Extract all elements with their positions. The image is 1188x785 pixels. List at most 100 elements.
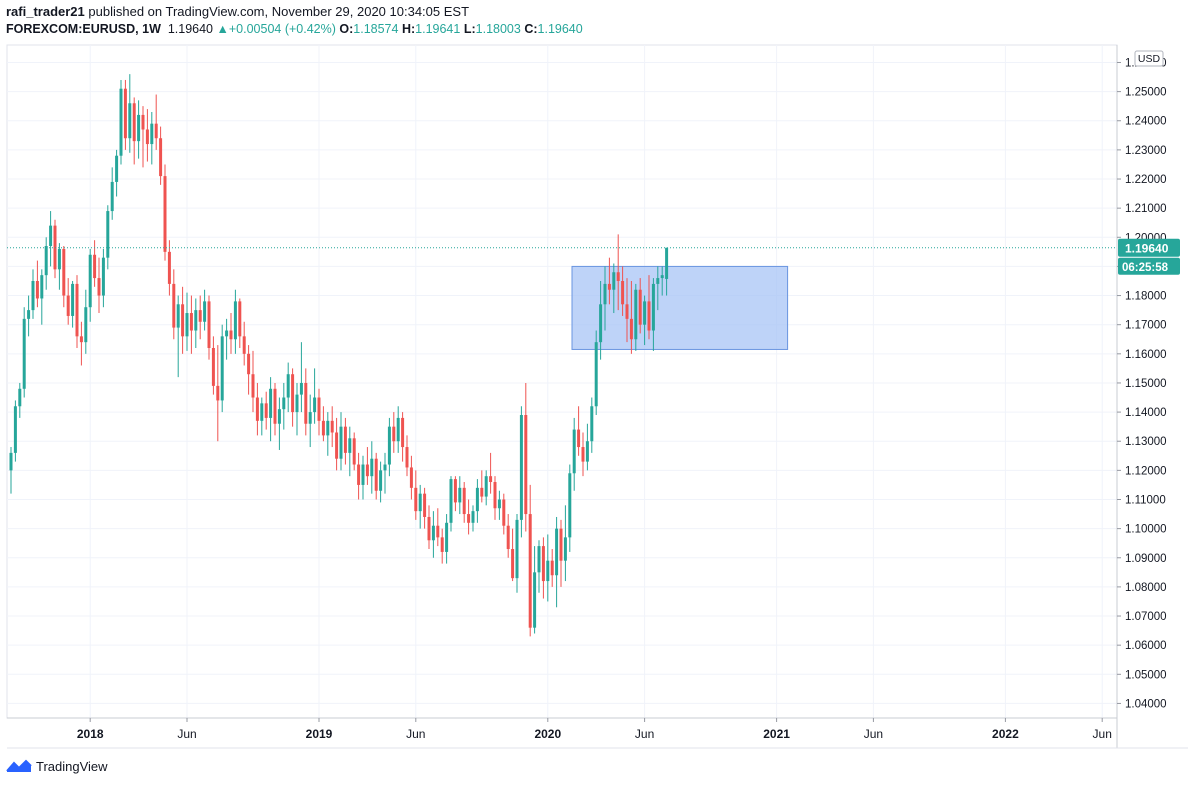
candle-body <box>185 313 189 337</box>
candle <box>251 350 255 413</box>
currency-box[interactable]: USD <box>1134 50 1164 67</box>
candle-body <box>9 452 13 471</box>
y-tick-label: 1.08000 <box>1125 582 1167 594</box>
candle-body <box>189 313 193 331</box>
candle <box>348 426 352 477</box>
candle <box>185 292 189 351</box>
candle <box>651 278 655 351</box>
last-price-tag-bg <box>1118 238 1180 257</box>
candle-body <box>282 397 286 410</box>
candle <box>568 464 572 552</box>
candle-body <box>181 304 185 337</box>
candle <box>414 470 418 520</box>
candle-body <box>423 493 427 517</box>
candle-body <box>665 247 669 279</box>
footer-brand[interactable]: TradingView <box>6 758 108 774</box>
candle-body <box>629 318 633 340</box>
candle-body <box>563 537 567 561</box>
candle <box>317 388 321 436</box>
candle <box>308 394 312 448</box>
candle <box>559 519 563 587</box>
candle-body <box>159 138 163 177</box>
candle-body <box>251 374 255 398</box>
candle-body <box>211 347 215 386</box>
candle-body <box>326 420 330 436</box>
candle-body <box>194 310 198 331</box>
publish-info: rafi_trader21 published on TradingView.c… <box>6 4 469 19</box>
y-tick-label: 1.09000 <box>1125 553 1167 565</box>
demand-zone[interactable] <box>571 265 789 350</box>
candle-body <box>330 420 334 433</box>
candle-body <box>207 301 211 348</box>
high-label: H: <box>401 22 416 36</box>
candle-body <box>506 525 510 550</box>
price-change: +0.00504 (+0.42%) <box>228 22 336 36</box>
candle-body <box>154 123 158 139</box>
candle-body <box>612 272 616 290</box>
candle-body <box>546 560 550 582</box>
y-tick-label: 1.14000 <box>1125 407 1167 419</box>
candle-body <box>141 114 145 130</box>
y-tick-label: 1.10000 <box>1125 524 1167 536</box>
price-tags: 1.19640 06:25:58 <box>7 238 1180 275</box>
candle <box>458 476 462 515</box>
candle <box>484 470 488 506</box>
candle <box>528 484 532 637</box>
candle <box>563 505 567 582</box>
candle <box>643 295 647 346</box>
candle <box>660 266 664 296</box>
candle-body <box>255 397 259 421</box>
publisher-username[interactable]: rafi_trader21 <box>6 4 85 19</box>
candle <box>141 106 145 168</box>
candle-body <box>497 499 501 509</box>
x-tick-label: 2020 <box>534 727 561 741</box>
candle-body <box>409 467 413 488</box>
price-axis[interactable]: 1.260001.250001.240001.230001.220001.210… <box>1117 57 1167 710</box>
candle-body <box>167 251 171 284</box>
candle-body <box>511 549 515 579</box>
candle-body <box>84 307 88 343</box>
candle <box>295 382 299 436</box>
candle <box>291 368 295 427</box>
candle <box>137 100 141 159</box>
candle-body <box>603 283 607 305</box>
candle-body <box>585 441 589 462</box>
candle <box>269 377 273 442</box>
candle-body <box>541 546 545 582</box>
candle-body <box>638 289 642 325</box>
candle-body <box>57 248 61 270</box>
candle <box>247 345 251 395</box>
candle <box>607 257 611 305</box>
candle-body <box>577 429 581 448</box>
candle-body <box>590 406 594 442</box>
candle <box>264 391 268 430</box>
candle <box>440 528 444 564</box>
candle <box>304 368 308 436</box>
time-axis[interactable]: 2018 Jun 2019 Jun 2020 Jun 2021 Jun 2022 Jun <box>77 718 1112 741</box>
currency-label: USD <box>1138 53 1161 65</box>
candle-body <box>343 426 347 453</box>
candle <box>27 295 31 337</box>
symbol-name[interactable]: FOREXCOM:EURUSD, 1W <box>6 22 161 36</box>
candle-body <box>357 464 361 485</box>
candle-body <box>31 280 35 311</box>
candle <box>621 266 625 316</box>
plot-area[interactable] <box>6 44 1118 719</box>
candle <box>625 278 629 343</box>
candle-body <box>651 283 655 331</box>
candle-body <box>414 487 418 512</box>
candle <box>181 286 185 354</box>
candle-body <box>599 304 603 343</box>
candle <box>453 476 457 512</box>
candle <box>326 412 330 456</box>
candle-body <box>484 476 488 497</box>
candle-body <box>150 123 154 145</box>
candle <box>277 397 281 450</box>
candle-body <box>128 103 132 139</box>
y-tick-label: 1.24000 <box>1125 116 1167 128</box>
candle-body <box>581 447 585 462</box>
candle <box>119 79 123 165</box>
y-tick-label: 1.21000 <box>1125 203 1167 215</box>
candle-body <box>335 432 339 459</box>
